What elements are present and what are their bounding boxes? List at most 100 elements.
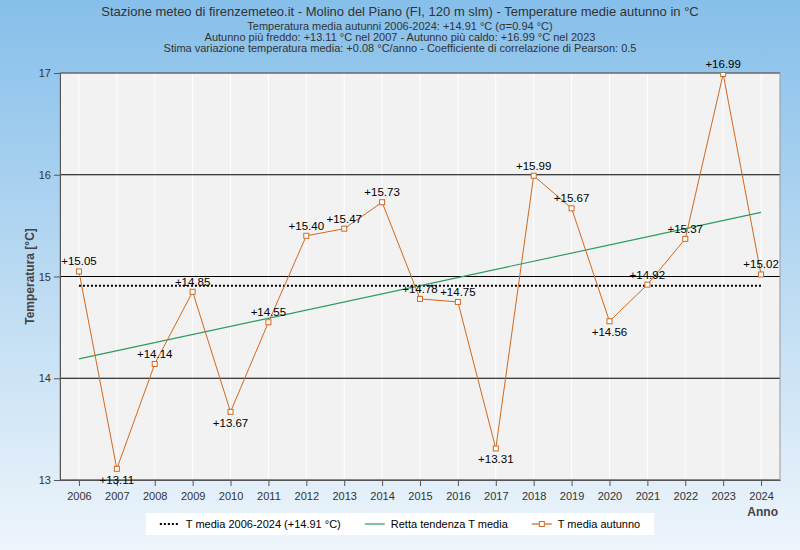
x-tick: 2019 <box>560 480 584 502</box>
y-tick-label: 14 <box>39 372 51 384</box>
trend-line <box>79 212 761 359</box>
x-tick-label: 2023 <box>711 490 735 502</box>
y-tick-label: 15 <box>39 271 51 283</box>
data-point <box>531 173 536 178</box>
data-label: +15.47 <box>326 213 362 225</box>
data-label: +15.40 <box>289 220 325 232</box>
background <box>0 0 800 550</box>
y-grid-line <box>60 276 780 277</box>
y-tick-mark <box>54 480 60 481</box>
x-tick-label: 2006 <box>67 490 91 502</box>
data-label: +14.56 <box>592 326 628 338</box>
x-tick-label: 2018 <box>522 490 546 502</box>
legend-swatch <box>365 523 385 524</box>
data-point <box>152 362 157 367</box>
y-grid-line <box>60 174 780 175</box>
plot-marks <box>76 73 763 471</box>
x-tick-label: 2014 <box>370 490 394 502</box>
x-tick-mark <box>609 480 610 486</box>
y-axis-title: Temperatura [°C] <box>23 228 37 325</box>
data-label: +13.31 <box>478 453 514 465</box>
data-label: +14.85 <box>175 276 211 288</box>
chart-container: Stazione meteo di firenzemeteo.it - Moli… <box>0 0 800 550</box>
data-label: +14.75 <box>440 286 476 298</box>
legend-item: T media autunno <box>532 518 640 530</box>
x-tick-mark <box>572 480 573 486</box>
subtitle: Stima variazione temperatura media: +0.0… <box>164 42 637 54</box>
x-tick-label: 2019 <box>560 490 584 502</box>
data-point <box>721 73 726 77</box>
x-tick: 2022 <box>674 480 698 502</box>
data-label: +14.92 <box>630 269 666 281</box>
data-point <box>418 296 423 301</box>
legend-item: T media 2006-2024 (+14.91 °C) <box>160 518 341 530</box>
x-tick-mark <box>268 480 269 486</box>
x-tick-mark <box>382 480 383 486</box>
x-tick-mark <box>306 480 307 486</box>
y-axis-line <box>60 74 61 481</box>
legend-label: Retta tendenza T media <box>391 518 509 530</box>
data-point <box>304 233 309 238</box>
x-tick-mark <box>79 480 80 486</box>
data-point <box>228 409 233 414</box>
plot-frame <box>60 73 780 480</box>
legend-box <box>146 513 654 535</box>
x-tick-label: 2020 <box>598 490 622 502</box>
title: Stazione meteo di firenzemeteo.it - Moli… <box>101 4 698 19</box>
data-point <box>380 200 385 205</box>
data-label: +15.67 <box>554 192 590 204</box>
data-point <box>759 272 764 277</box>
x-tick: 2014 <box>370 480 394 502</box>
x-tick-mark <box>193 480 194 486</box>
legend-marker <box>539 522 544 527</box>
data-point <box>266 320 271 325</box>
y-tick: 13 <box>39 474 60 486</box>
x-tick-label: 2022 <box>674 490 698 502</box>
x-tick: 2008 <box>143 480 167 502</box>
y-tick-label: 17 <box>39 67 51 79</box>
x-tick: 2024 <box>749 480 773 502</box>
x-tick: 2012 <box>295 480 319 502</box>
y-tick: 16 <box>39 169 60 181</box>
x-tick-mark <box>761 480 762 486</box>
x-tick: 2011 <box>257 480 281 502</box>
x-tick-label: 2009 <box>181 490 205 502</box>
x-tick: 2023 <box>711 480 735 502</box>
legend-swatch <box>160 523 180 525</box>
x-tick-label: 2024 <box>749 490 773 502</box>
series-line <box>79 74 761 469</box>
legend-items: T media 2006-2024 (+14.91 °C) Retta tende… <box>160 518 640 530</box>
legend-item: Retta tendenza T media <box>365 518 509 530</box>
data-label: +15.99 <box>516 160 552 172</box>
x-tick-label: 2011 <box>257 490 281 502</box>
x-tick-label: 2016 <box>446 490 470 502</box>
data-label: +15.73 <box>364 186 400 198</box>
x-tick-mark <box>723 480 724 486</box>
x-tick-mark <box>458 480 459 486</box>
data-point <box>190 289 195 294</box>
x-tick-label: 2010 <box>219 490 243 502</box>
data-point <box>114 466 119 471</box>
data-label: +14.55 <box>251 306 287 318</box>
x-tick-label: 2021 <box>636 490 660 502</box>
x-tick: 2009 <box>181 480 205 502</box>
x-tick-mark <box>534 480 535 486</box>
data-point <box>645 282 650 287</box>
data-point <box>607 319 612 324</box>
x-tick-label: 2013 <box>332 490 356 502</box>
x-tick: 2016 <box>446 480 470 502</box>
data-label: +15.05 <box>61 255 97 267</box>
y-tick-mark <box>54 175 60 176</box>
x-tick: 2010 <box>219 480 243 502</box>
x-tick-mark <box>685 480 686 486</box>
x-tick-mark <box>647 480 648 486</box>
legend-label: T media autunno <box>558 518 640 530</box>
x-tick-label: 2015 <box>408 490 432 502</box>
x-tick: 2020 <box>598 480 622 502</box>
x-axis-title: Anno <box>747 505 778 519</box>
x-tick: 2013 <box>332 480 356 502</box>
data-point <box>342 226 347 231</box>
x-tick-label: 2008 <box>143 490 167 502</box>
x-tick-label: 2007 <box>105 490 129 502</box>
x-tick-label: 2012 <box>295 490 319 502</box>
